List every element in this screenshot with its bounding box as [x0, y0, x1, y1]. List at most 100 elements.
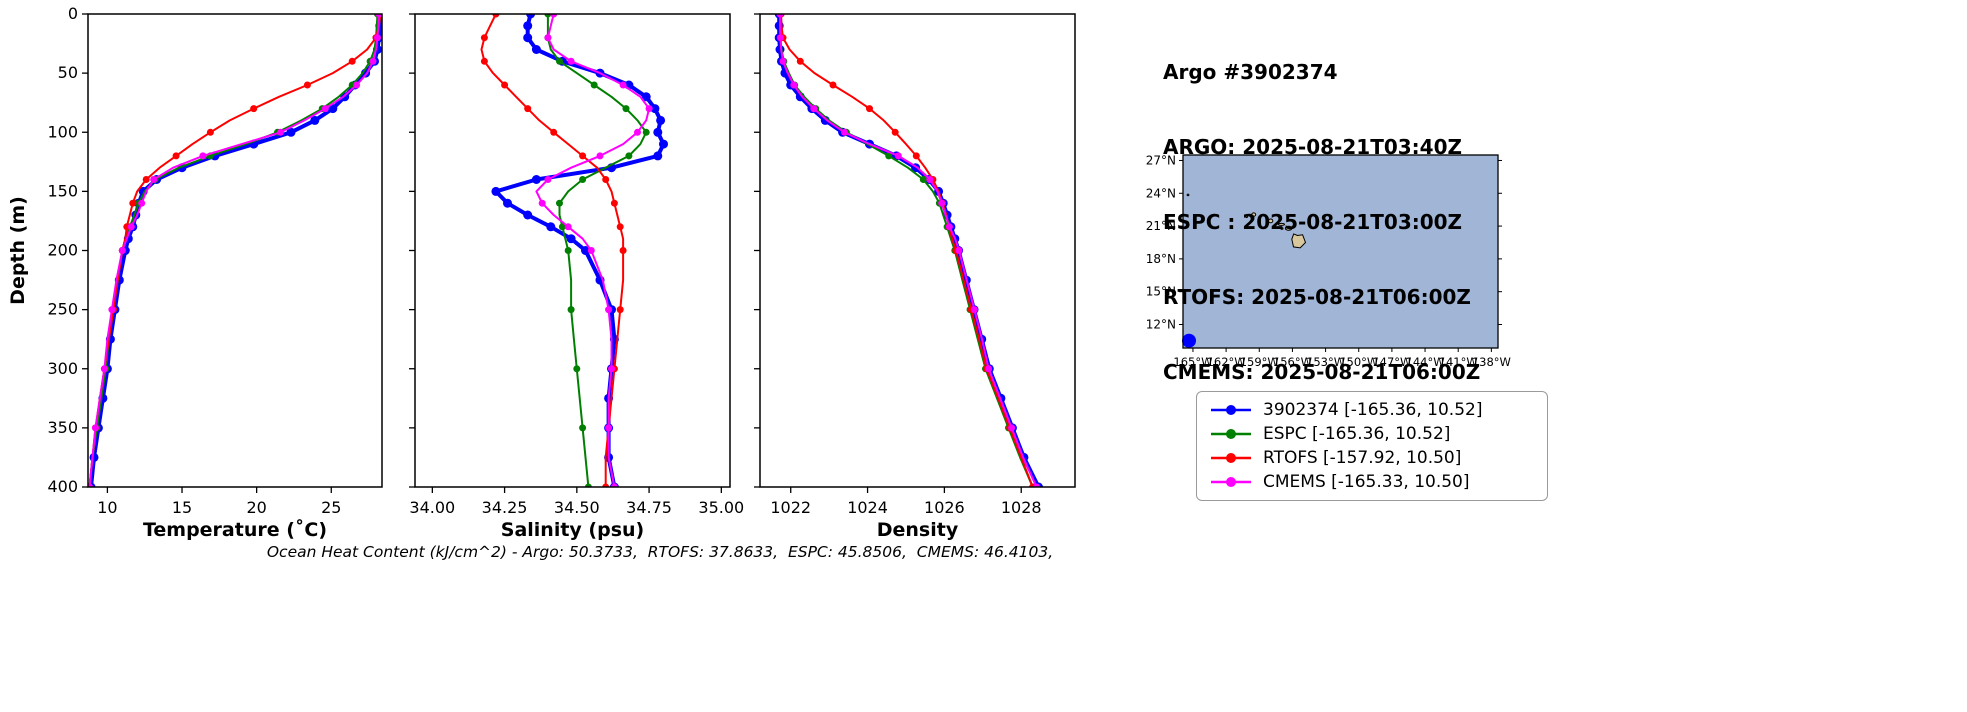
series-marker-CMEMS — [970, 306, 978, 314]
x-tick-label: 1024 — [847, 498, 888, 517]
series-marker-ESPC — [573, 365, 581, 373]
series-marker-CMEMS — [564, 223, 572, 231]
map-frame — [1182, 154, 1499, 349]
series-marker-ESPC — [584, 483, 592, 487]
series-marker-3902374 — [653, 127, 663, 137]
series-marker-RTOFS — [602, 483, 610, 487]
series-marker-ESPC — [579, 424, 587, 432]
series-marker-RTOFS — [550, 128, 558, 136]
island-atoll — [1186, 193, 1190, 197]
series-line-3902374 — [89, 14, 382, 487]
series-marker-RTOFS — [602, 176, 610, 183]
map-lat-tick-label: 24°N — [1146, 186, 1176, 200]
series-marker-RTOFS — [348, 57, 356, 65]
series-marker-CMEMS — [108, 306, 116, 314]
series-marker-3902374 — [531, 175, 541, 184]
argo-timestamp: ARGO: 2025-08-21T03:40Z — [1163, 135, 1462, 159]
series-marker-3902374 — [659, 139, 668, 149]
series-marker-CMEMS — [645, 105, 653, 113]
series-marker-CMEMS — [567, 57, 575, 65]
chart-legend: 3902374 [-165.36, 10.52] ESPC [-165.36, 1… — [1196, 391, 1548, 501]
series-marker-RTOFS — [303, 81, 311, 89]
series-line-3902374 — [777, 14, 1041, 487]
y-tick-label: 0 — [68, 4, 78, 23]
series-marker-ESPC — [590, 81, 598, 89]
series-marker-ESPC — [625, 152, 633, 160]
series-marker-CMEMS — [321, 105, 329, 113]
series-marker-3902374 — [310, 115, 320, 125]
info-block: Argo #3902374 ARGO: 2025-08-21T03:40Z ES… — [1163, 10, 1480, 435]
series-marker-CMEMS — [894, 152, 902, 160]
y-tick-label: 200 — [47, 241, 78, 260]
series-marker-RTOFS — [142, 176, 150, 183]
series-marker-3902374 — [523, 210, 533, 220]
series-line-ESPC — [88, 14, 379, 487]
legend-entry: 3902374 [-165.36, 10.52] — [1209, 401, 1535, 419]
series-marker-ESPC — [642, 128, 650, 136]
island-maui — [1284, 225, 1293, 231]
x-tick-label: 34.25 — [482, 498, 528, 517]
series-marker-CMEMS — [587, 247, 595, 254]
series-marker-3902374 — [491, 186, 501, 196]
series-line-ESPC — [779, 14, 1034, 487]
series-marker-CMEMS — [150, 176, 158, 183]
series-marker-RTOFS — [129, 199, 137, 207]
map-lon-tick-label: 162°W — [1207, 355, 1246, 369]
map-lat-tick-label: 21°N — [1146, 219, 1176, 233]
series-marker-3902374 — [546, 222, 556, 232]
series-marker-CMEMS — [926, 176, 934, 183]
map-lon-tick-label: 147°W — [1372, 355, 1411, 369]
map-lon-tick-label: 150°W — [1339, 355, 1378, 369]
x-tick-label: 34.75 — [626, 498, 672, 517]
rtofs-timestamp: RTOFS: 2025-08-21T06:00Z — [1163, 285, 1471, 309]
series-marker-3902374 — [526, 14, 536, 19]
series-marker-CMEMS — [127, 223, 135, 231]
y-tick-label: 300 — [47, 359, 78, 378]
series-line-RTOFS — [780, 14, 1034, 487]
series-marker-3902374 — [523, 33, 533, 43]
map-lat-tick-label: 27°N — [1146, 153, 1176, 167]
legend-swatch-CMEMS — [1211, 477, 1251, 487]
island-lanai — [1280, 227, 1284, 230]
series-marker-CMEMS — [88, 483, 93, 487]
series-marker-CMEMS — [277, 128, 284, 136]
series-marker-CMEMS — [841, 128, 848, 136]
series-marker-3902374 — [531, 45, 541, 54]
x-tick-label: 10 — [97, 498, 117, 517]
series-marker-3902374 — [89, 452, 99, 462]
series-marker-CMEMS — [92, 424, 99, 432]
island-niihau — [1245, 214, 1248, 219]
panel-0-frame — [87, 13, 383, 488]
float-position-marker — [1182, 333, 1196, 348]
series-marker-RTOFS — [616, 306, 624, 314]
map-ocean — [1183, 155, 1498, 348]
series-marker-RTOFS — [480, 57, 488, 65]
y-tick-label: 150 — [47, 181, 78, 200]
series-marker-ESPC — [556, 199, 563, 207]
x-axis-label: Temperature (˚C) — [143, 518, 327, 541]
series-marker-CMEMS — [596, 152, 604, 160]
legend-swatch-ESPC — [1211, 429, 1251, 439]
series-marker-CMEMS — [634, 128, 641, 136]
series-marker-ESPC — [556, 57, 563, 65]
island-oahu — [1267, 218, 1274, 224]
series-marker-CMEMS — [353, 81, 361, 89]
map-lon-tick-label: 153°W — [1306, 355, 1345, 369]
series-marker-3902374 — [653, 151, 663, 161]
series-marker-RTOFS — [619, 247, 627, 254]
legend-entry: ESPC [-165.36, 10.52] — [1209, 425, 1535, 443]
legend-entry: CMEMS [-165.33, 10.50] — [1209, 473, 1535, 491]
island-molokai — [1277, 222, 1286, 226]
series-marker-CMEMS — [610, 483, 618, 487]
y-tick-label: 350 — [47, 418, 78, 437]
series-marker-CMEMS — [100, 365, 108, 373]
series-marker-RTOFS — [480, 34, 488, 42]
panel-2-series — [774, 14, 1043, 487]
series-marker-RTOFS — [866, 105, 873, 113]
x-tick-label: 34.00 — [409, 498, 455, 517]
espc-timestamp: ESPC : 2025-08-21T03:00Z — [1163, 210, 1463, 234]
series-marker-CMEMS — [945, 223, 953, 231]
x-tick-label: 1026 — [924, 498, 965, 517]
series-marker-CMEMS — [605, 424, 613, 432]
ocean-heat-content-caption: Ocean Heat Content (kJ/cm^2) - Argo: 50.… — [266, 543, 1054, 561]
